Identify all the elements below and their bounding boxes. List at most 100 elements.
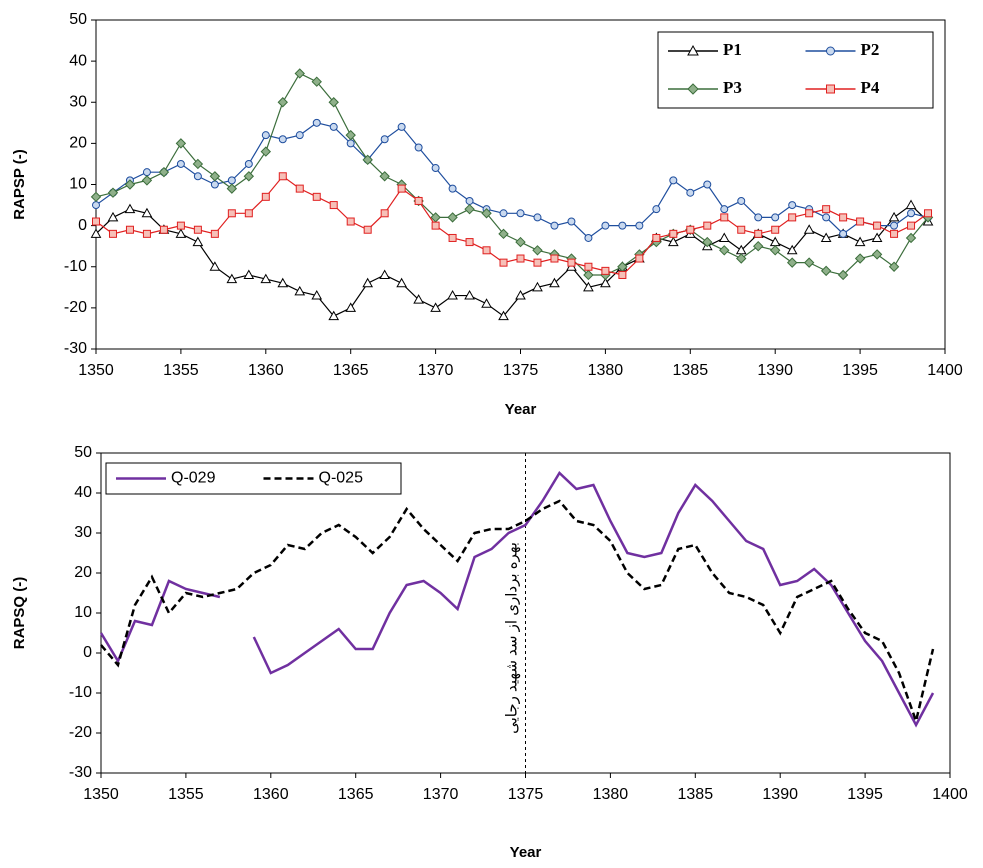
legend-label: Q-029	[171, 470, 216, 487]
marker	[686, 225, 695, 234]
marker	[769, 236, 781, 247]
marker	[719, 245, 730, 256]
x-tick-label: 1375	[503, 362, 539, 379]
legend-marker	[826, 46, 835, 56]
y-tick-label: 20	[74, 564, 92, 581]
marker	[175, 228, 187, 238]
marker	[397, 184, 406, 193]
marker	[481, 298, 492, 308]
marker	[210, 229, 219, 238]
marker	[92, 217, 100, 226]
marker	[652, 205, 661, 214]
marker	[736, 253, 747, 264]
x-tick-label: 1380	[588, 362, 624, 379]
y-tick-label: 30	[69, 93, 87, 110]
x-tick-label: 1385	[673, 362, 709, 379]
marker	[584, 262, 593, 271]
legend-label: P2	[861, 40, 880, 59]
marker	[635, 221, 644, 230]
marker	[618, 270, 627, 279]
marker	[397, 122, 406, 131]
marker	[907, 209, 916, 218]
marker	[822, 213, 831, 222]
marker	[635, 254, 644, 263]
marker	[261, 131, 270, 140]
x-tick-label: 1395	[842, 362, 878, 379]
marker	[107, 211, 119, 222]
marker	[686, 188, 695, 197]
y-tick-label: 40	[69, 52, 87, 69]
series-line	[252, 471, 935, 728]
marker	[515, 290, 526, 300]
marker	[328, 310, 340, 321]
legend-marker	[826, 84, 835, 94]
marker	[90, 191, 102, 203]
x-tick-label: 1385	[678, 786, 714, 803]
marker	[448, 233, 457, 242]
marker	[567, 258, 576, 267]
x-tick-label: 1355	[168, 786, 204, 803]
marker	[533, 213, 542, 222]
marker	[583, 281, 594, 292]
marker	[226, 183, 238, 194]
marker	[278, 135, 287, 144]
marker	[125, 225, 134, 234]
marker	[669, 176, 678, 185]
marker	[329, 201, 338, 210]
marker	[108, 229, 117, 238]
marker	[481, 208, 492, 219]
y-tick-label: 30	[74, 524, 92, 541]
marker	[260, 146, 272, 157]
marker	[550, 254, 559, 263]
marker	[312, 192, 321, 201]
marker	[294, 68, 305, 79]
x-axis-label: Year	[510, 844, 542, 861]
series-line	[100, 499, 935, 726]
marker	[890, 229, 899, 238]
marker	[210, 180, 219, 189]
marker	[667, 236, 679, 247]
marker	[260, 273, 272, 284]
marker	[243, 171, 255, 182]
marker	[142, 168, 151, 177]
marker	[516, 209, 525, 218]
legend-box	[105, 462, 402, 495]
marker	[176, 159, 185, 168]
marker	[226, 273, 238, 284]
marker	[345, 302, 357, 312]
marker	[464, 203, 475, 215]
marker	[430, 302, 441, 312]
marker	[873, 221, 882, 230]
marker	[753, 240, 764, 252]
marker	[652, 233, 661, 242]
marker	[243, 269, 255, 279]
marker	[702, 236, 713, 248]
x-tick-label: 1350	[83, 786, 119, 803]
marker	[448, 184, 457, 193]
marker	[90, 228, 102, 238]
marker	[888, 211, 900, 222]
y-axis-label: RAPSQ (-)	[11, 577, 28, 650]
marker	[532, 281, 543, 292]
marker	[346, 139, 355, 148]
x-tick-label: 1390	[762, 786, 798, 803]
marker	[311, 76, 322, 87]
marker	[720, 205, 729, 214]
marker	[380, 135, 389, 144]
marker	[786, 244, 798, 255]
marker	[345, 129, 356, 141]
marker	[447, 212, 458, 223]
marker	[294, 285, 306, 296]
marker	[754, 229, 763, 238]
y-tick-label: -20	[64, 299, 87, 316]
legend-marker	[687, 44, 699, 56]
marker	[380, 209, 389, 218]
marker	[601, 221, 610, 230]
x-tick-label: 1365	[338, 786, 374, 803]
marker	[141, 207, 153, 218]
x-tick-label: 1360	[253, 786, 289, 803]
marker	[856, 217, 865, 226]
marker	[482, 246, 491, 255]
marker	[244, 159, 253, 168]
marker	[465, 196, 474, 205]
